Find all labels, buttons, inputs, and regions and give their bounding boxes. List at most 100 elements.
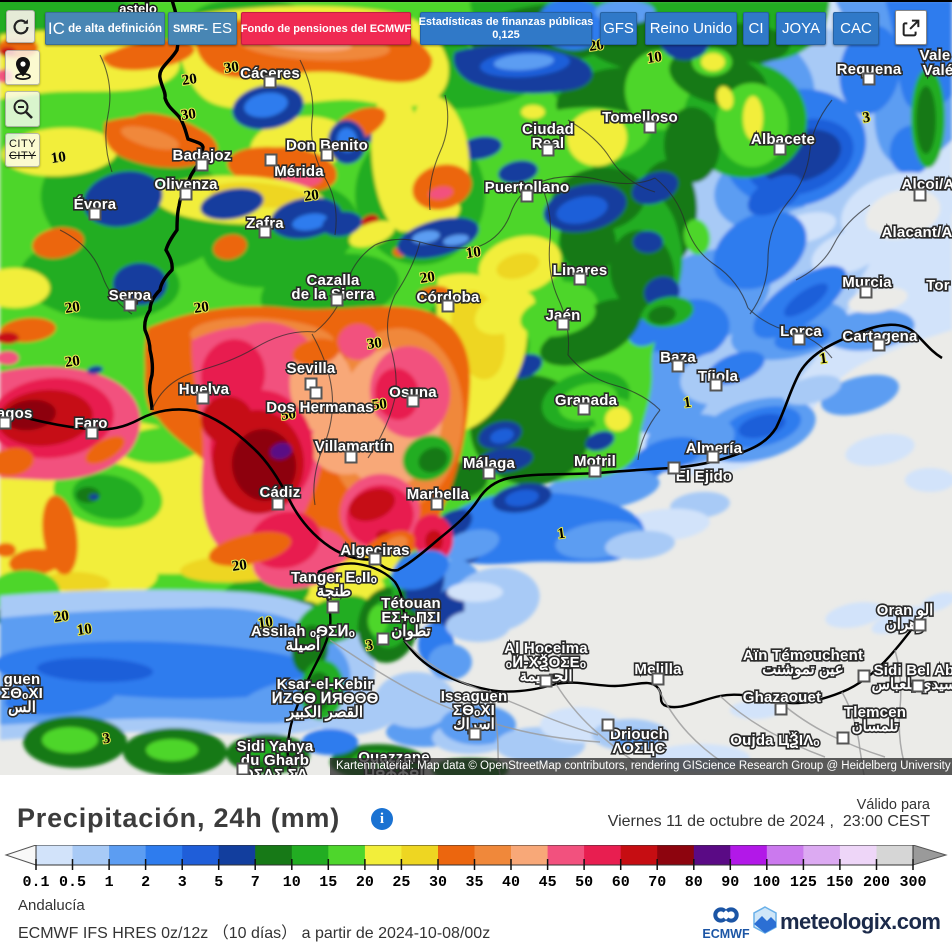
svg-text:Tétouan: Tétouan — [381, 595, 441, 612]
svg-text:Baza: Baza — [660, 349, 696, 366]
svg-text:Aïn Témouchent: Aïn Témouchent — [743, 647, 863, 664]
svg-text:طنجة: طنجة — [317, 583, 351, 600]
svg-text:10: 10 — [646, 49, 663, 67]
svg-text:Ksar-el-Kebir: Ksar-el-Kebir — [277, 676, 374, 693]
svg-text:El Ejido: El Ejido — [676, 468, 733, 485]
svg-text:35: 35 — [465, 874, 483, 891]
svg-text:15: 15 — [319, 874, 337, 891]
svg-text:5: 5 — [214, 874, 223, 891]
svg-text:Issaguen: Issaguen — [441, 688, 508, 705]
svg-text:1: 1 — [819, 351, 829, 368]
svg-text:300: 300 — [899, 874, 926, 891]
svg-text:meteologix.com: meteologix.com — [780, 909, 940, 934]
svg-text:الس: الس — [8, 699, 36, 716]
svg-text:Sevilla: Sevilla — [287, 360, 336, 377]
svg-text:10: 10 — [257, 614, 274, 632]
svg-text:Jaén: Jaén — [546, 307, 581, 324]
svg-text:Olivenza: Olivenza — [154, 176, 218, 193]
svg-text:Alacant/A: Alacant/A — [882, 224, 952, 241]
svg-text:10: 10 — [465, 244, 482, 262]
svg-text:Oujda ЦѮΙΛₒ: Oujda ЦѮΙΛₒ — [730, 732, 820, 749]
svg-text:3: 3 — [178, 874, 187, 891]
svg-text:Badajoz: Badajoz — [173, 147, 232, 164]
svg-text:Tlemcen: Tlemcen — [844, 704, 906, 721]
svg-text:Mérida: Mérida — [274, 163, 324, 180]
svg-text:Albacete: Albacete — [751, 131, 815, 148]
svg-text:Oran الو: Oran الو — [877, 602, 934, 619]
svg-text:تطوان: تطوان — [391, 623, 430, 640]
svg-text:Villamartín: Villamartín — [315, 438, 394, 455]
svg-text:Sidi Bel Ab: Sidi Bel Ab — [874, 662, 952, 679]
svg-text:guen: guen — [4, 671, 41, 688]
svg-text:Sidi Yahya: Sidi Yahya — [237, 738, 314, 755]
svg-text:Melilla: Melilla — [634, 661, 682, 678]
svg-text:Faro: Faro — [74, 415, 107, 432]
svg-text:Don Benito: Don Benito — [286, 137, 368, 154]
svg-text:Huelva: Huelva — [179, 381, 230, 398]
svg-text:Cartagena: Cartagena — [842, 328, 918, 345]
svg-text:0.1: 0.1 — [22, 874, 49, 891]
svg-text:20: 20 — [193, 299, 210, 317]
svg-text:20: 20 — [64, 299, 81, 317]
svg-text:Requena: Requena — [837, 61, 902, 78]
svg-text:150: 150 — [826, 874, 853, 891]
svg-text:10: 10 — [76, 621, 93, 639]
svg-text:20: 20 — [419, 269, 436, 287]
svg-text:1: 1 — [683, 395, 693, 412]
svg-text:3: 3 — [365, 638, 375, 655]
svg-text:Tomelloso: Tomelloso — [602, 109, 678, 126]
svg-text:10: 10 — [50, 149, 67, 167]
svg-text:1: 1 — [557, 526, 567, 543]
svg-text:du Gharb: du Gharb — [241, 752, 309, 769]
svg-text:50: 50 — [575, 874, 593, 891]
svg-text:Cáceres: Cáceres — [240, 65, 300, 82]
svg-text:ₒͶ-ΧѮΟΣΕₒ: ₒͶ-ΧѮΟΣΕₒ — [506, 654, 586, 671]
svg-text:30: 30 — [223, 59, 240, 77]
svg-text:50: 50 — [371, 396, 388, 414]
svg-text:200: 200 — [863, 874, 890, 891]
svg-text:Linares: Linares — [553, 262, 608, 279]
svg-text:Córdoba: Córdoba — [416, 289, 480, 306]
svg-text:20: 20 — [356, 874, 374, 891]
svg-text:Serpa: Serpa — [109, 287, 152, 304]
svg-text:Tanger ΕₒΙΙₒ: Tanger ΕₒΙΙₒ — [291, 569, 377, 586]
svg-text:ΟΣΑΣ ΣΑ: ΟΣΑΣ ΣΑ — [242, 766, 308, 775]
svg-text:تلمسان: تلمسان — [852, 718, 899, 735]
svg-text:ͶΖѲѲ ͶЯѲΘѲ: ͶΖѲѲ ͶЯѲΘѲ — [272, 690, 379, 707]
svg-text:ΕΣ+ₒΠΣΙ: ΕΣ+ₒΠΣΙ — [381, 609, 440, 626]
svg-text:70: 70 — [648, 874, 666, 891]
svg-text:20: 20 — [181, 71, 198, 89]
svg-text:Tíjola: Tíjola — [698, 368, 739, 385]
svg-text:Almería: Almería — [686, 440, 743, 457]
svg-text:2: 2 — [141, 874, 150, 891]
svg-text:Puertollano: Puertollano — [485, 179, 570, 196]
svg-text:Tor: Tor — [926, 277, 950, 294]
svg-text:ΛΟΣЦС: ΛΟΣЦС — [612, 740, 665, 757]
svg-text:ΣѲₒΧΙ: ΣѲₒΧΙ — [453, 702, 495, 719]
svg-text:90: 90 — [721, 874, 739, 891]
svg-text:Granada: Granada — [555, 392, 618, 409]
svg-text:20: 20 — [64, 353, 81, 371]
svg-text:0.5: 0.5 — [59, 874, 86, 891]
svg-text:القصر الكبير: القصر الكبير — [286, 704, 363, 721]
svg-text:Ciudad: Ciudad — [522, 121, 574, 138]
svg-text:10: 10 — [283, 874, 301, 891]
svg-text:Algeciras: Algeciras — [340, 542, 409, 559]
svg-text:30: 30 — [366, 335, 383, 353]
svg-text:Dos Hermanas: Dos Hermanas — [266, 399, 373, 416]
svg-text:Osuna: Osuna — [389, 384, 437, 401]
svg-text:125: 125 — [790, 874, 817, 891]
svg-text:3: 3 — [862, 110, 872, 127]
svg-text:20: 20 — [231, 557, 248, 575]
svg-text:Marbella: Marbella — [407, 486, 470, 503]
svg-text:Cazalla: Cazalla — [306, 272, 360, 289]
svg-text:Lorca: Lorca — [780, 323, 822, 340]
svg-text:40: 40 — [502, 874, 520, 891]
svg-text:Ghazaouet: Ghazaouet — [743, 689, 821, 706]
svg-text:Murcia: Murcia — [842, 274, 892, 291]
svg-text:30: 30 — [429, 874, 447, 891]
svg-text:25: 25 — [392, 874, 410, 891]
svg-text:Zafra: Zafra — [246, 215, 284, 232]
svg-text:7: 7 — [251, 874, 260, 891]
svg-text:20: 20 — [53, 608, 70, 626]
